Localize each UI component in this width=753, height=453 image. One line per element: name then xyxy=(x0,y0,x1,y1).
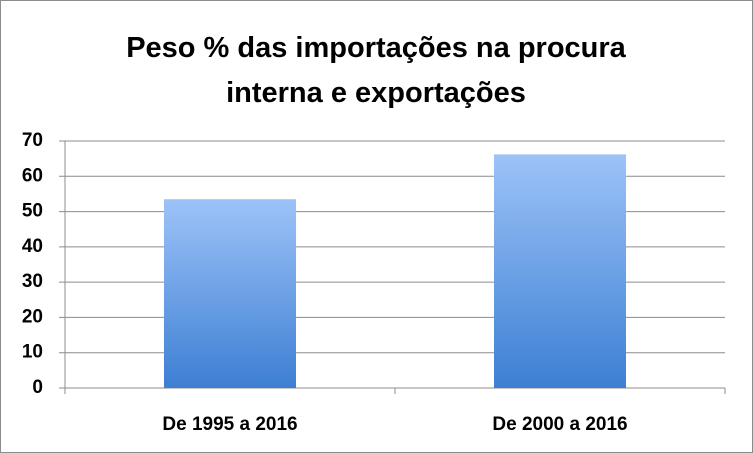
y-tick-label: 50 xyxy=(22,201,43,222)
y-tick-label: 40 xyxy=(22,236,43,257)
x-tick-label: De 1995 a 2016 xyxy=(162,414,297,435)
x-tick-label: De 2000 a 2016 xyxy=(492,414,627,435)
chart-title: Peso % das importações na procura intern… xyxy=(126,32,626,109)
bar xyxy=(164,199,296,388)
y-tick-label: 20 xyxy=(22,306,43,327)
y-tick-label: 70 xyxy=(22,130,43,151)
bar xyxy=(494,154,626,388)
y-tick-label: 60 xyxy=(22,165,43,186)
y-tick-label: 10 xyxy=(22,342,43,363)
y-tick-label: 0 xyxy=(32,377,43,398)
y-tick-label: 30 xyxy=(22,271,43,292)
